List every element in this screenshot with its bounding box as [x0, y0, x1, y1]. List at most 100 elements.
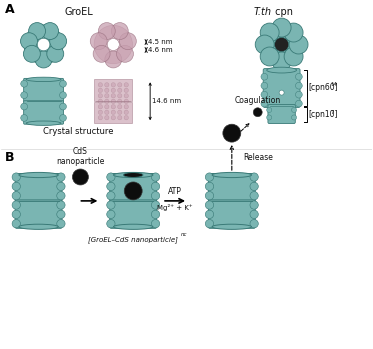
Circle shape — [250, 210, 258, 218]
Circle shape — [260, 22, 304, 67]
FancyBboxPatch shape — [110, 173, 157, 202]
Polygon shape — [94, 102, 132, 123]
Circle shape — [117, 105, 122, 109]
Ellipse shape — [212, 172, 251, 178]
Circle shape — [50, 33, 67, 50]
Ellipse shape — [26, 121, 61, 125]
Circle shape — [21, 80, 28, 87]
Circle shape — [275, 37, 289, 52]
Circle shape — [60, 92, 66, 98]
Circle shape — [111, 99, 116, 104]
Circle shape — [295, 82, 302, 89]
FancyBboxPatch shape — [209, 173, 255, 202]
Circle shape — [260, 47, 279, 66]
Ellipse shape — [113, 224, 153, 229]
Circle shape — [98, 94, 103, 98]
Circle shape — [117, 110, 122, 114]
Text: [cpn10]: [cpn10] — [308, 110, 338, 119]
FancyBboxPatch shape — [15, 173, 62, 202]
Circle shape — [279, 90, 284, 95]
Circle shape — [255, 35, 274, 54]
Circle shape — [261, 91, 268, 98]
Circle shape — [267, 107, 272, 112]
Circle shape — [98, 88, 103, 92]
Circle shape — [261, 73, 268, 80]
Circle shape — [272, 52, 291, 71]
Circle shape — [284, 47, 303, 66]
Circle shape — [72, 169, 88, 185]
Text: Crystal structure: Crystal structure — [43, 127, 114, 136]
Circle shape — [124, 182, 142, 200]
Text: Coagulation: Coagulation — [235, 96, 281, 105]
Circle shape — [292, 107, 297, 112]
Circle shape — [90, 33, 107, 50]
Circle shape — [105, 88, 109, 92]
Circle shape — [151, 192, 160, 200]
Circle shape — [253, 108, 262, 117]
Circle shape — [205, 220, 214, 228]
Circle shape — [205, 173, 214, 181]
Circle shape — [223, 124, 241, 142]
Circle shape — [29, 23, 46, 39]
Circle shape — [117, 94, 122, 98]
Circle shape — [261, 82, 268, 89]
Ellipse shape — [19, 224, 58, 229]
Circle shape — [57, 201, 65, 209]
Circle shape — [21, 114, 28, 121]
Circle shape — [124, 94, 128, 98]
Circle shape — [105, 99, 109, 104]
Circle shape — [12, 192, 21, 200]
Circle shape — [98, 99, 103, 104]
Circle shape — [250, 182, 258, 191]
Circle shape — [151, 201, 160, 209]
Circle shape — [261, 100, 268, 107]
Circle shape — [107, 220, 115, 228]
Text: Release: Release — [243, 153, 273, 162]
Text: ATP: ATP — [168, 187, 182, 196]
Text: 4.6 nm: 4.6 nm — [148, 47, 173, 53]
Circle shape — [21, 33, 37, 50]
Text: 4.5 nm: 4.5 nm — [148, 39, 173, 45]
Ellipse shape — [267, 67, 297, 73]
Circle shape — [111, 116, 116, 120]
Circle shape — [107, 38, 119, 51]
Circle shape — [205, 182, 214, 191]
FancyBboxPatch shape — [209, 200, 255, 228]
Circle shape — [111, 88, 116, 92]
Circle shape — [60, 103, 66, 110]
Circle shape — [47, 45, 64, 62]
Circle shape — [151, 210, 160, 218]
Circle shape — [57, 192, 65, 200]
Circle shape — [267, 115, 272, 120]
Circle shape — [35, 51, 52, 68]
Circle shape — [12, 173, 21, 181]
Text: T.th: T.th — [254, 7, 272, 17]
Circle shape — [41, 23, 59, 39]
Circle shape — [124, 88, 128, 92]
FancyBboxPatch shape — [15, 200, 62, 228]
Circle shape — [105, 83, 109, 87]
Circle shape — [116, 45, 134, 62]
Circle shape — [107, 210, 115, 218]
Ellipse shape — [212, 224, 251, 229]
Circle shape — [205, 210, 214, 218]
Circle shape — [151, 182, 160, 191]
Circle shape — [124, 105, 128, 109]
Circle shape — [107, 182, 115, 191]
Circle shape — [37, 38, 50, 51]
Text: 7: 7 — [330, 110, 334, 114]
Circle shape — [57, 173, 65, 181]
Circle shape — [57, 182, 65, 191]
Circle shape — [105, 116, 109, 120]
Circle shape — [119, 33, 136, 50]
Circle shape — [250, 201, 258, 209]
Circle shape — [12, 220, 21, 228]
Circle shape — [23, 45, 40, 62]
Circle shape — [107, 201, 115, 209]
Ellipse shape — [26, 77, 61, 82]
Circle shape — [98, 23, 115, 39]
Circle shape — [107, 173, 115, 181]
Text: [cpn60]: [cpn60] — [308, 82, 338, 91]
Circle shape — [105, 110, 109, 114]
Text: A: A — [5, 3, 14, 16]
